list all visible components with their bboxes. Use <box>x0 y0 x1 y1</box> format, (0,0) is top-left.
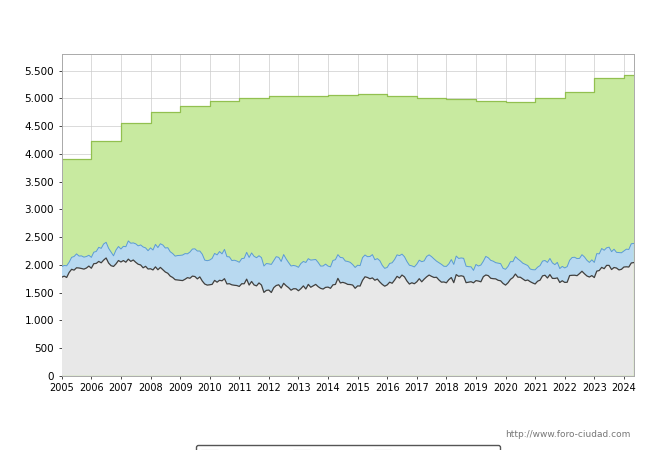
Legend: Ocupados, Parados, Hab. entre 16-64: Ocupados, Parados, Hab. entre 16-64 <box>196 445 500 450</box>
Text: Vidreres - Evolucion de la poblacion en edad de Trabajar Mayo de 2024: Vidreres - Evolucion de la poblacion en … <box>88 17 562 30</box>
Text: http://www.foro-ciudad.com: http://www.foro-ciudad.com <box>505 430 630 439</box>
